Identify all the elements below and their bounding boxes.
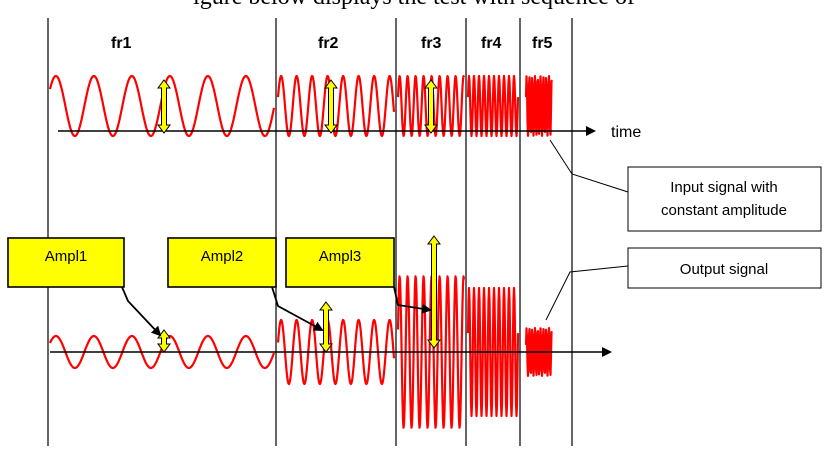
amplitude-markers [157,79,441,353]
connector-lines [121,139,629,337]
ampl3-connector [393,286,432,314]
caption-partial: igure below displays the test with seque… [0,0,828,11]
frequency-label-fr2: fr2 [318,35,339,52]
input-amplitude-marker-fr3 [424,79,438,134]
output-wave-fr4 [466,286,520,418]
frequency-label-fr4: fr4 [481,35,502,52]
input-amplitude-marker-fr2 [324,79,338,134]
frequency-label-fr3: fr3 [421,35,442,52]
input-amplitude-marker-fr1 [157,79,171,134]
output-wave-fr5 [524,327,553,377]
output-amplitude-marker-fr3 [427,235,441,349]
output-signal-callout-label: Output signal [680,261,768,278]
input-wave-fr4 [466,74,520,138]
ampl-box-2 [167,237,277,288]
ampl-box-label-3: Ampl3 [319,248,362,265]
ampl-box-1 [7,237,125,288]
input-signal-callout-line-1: Input signal with [670,179,778,196]
ampl-box-label-2: Ampl2 [201,248,244,265]
frequency-label-fr5: fr5 [532,35,553,52]
output-wave-fr2 [276,318,396,386]
input-signal-callout [627,166,822,232]
frequency-separators [47,18,573,446]
label-boxes: Ampl1 Ampl2 Ampl3 Input signal with constant… [7,166,822,289]
output-amplitude-marker-fr2 [319,301,333,353]
input-signal-callout-line-2: constant amplitude [661,202,787,219]
ampl2-connector [271,286,324,331]
time-axes [50,126,612,357]
input-wave-fr5 [524,75,554,137]
ampl-box-label-1: Ampl1 [45,248,88,265]
frequency-label-fr1: fr1 [111,35,132,52]
time-axis-label: time [611,124,641,141]
ampl-box-3 [285,237,395,288]
output-signal-callout [627,247,822,289]
ampl1-connector [121,286,162,337]
frequency-labels: fr1 fr2 fr3 fr4 fr5 time [111,35,641,141]
output-callout-leader [545,265,629,321]
input-wave-fr2 [276,74,396,138]
output-amplitude-marker-fr1 [157,329,171,353]
input-callout-leader [549,139,629,193]
